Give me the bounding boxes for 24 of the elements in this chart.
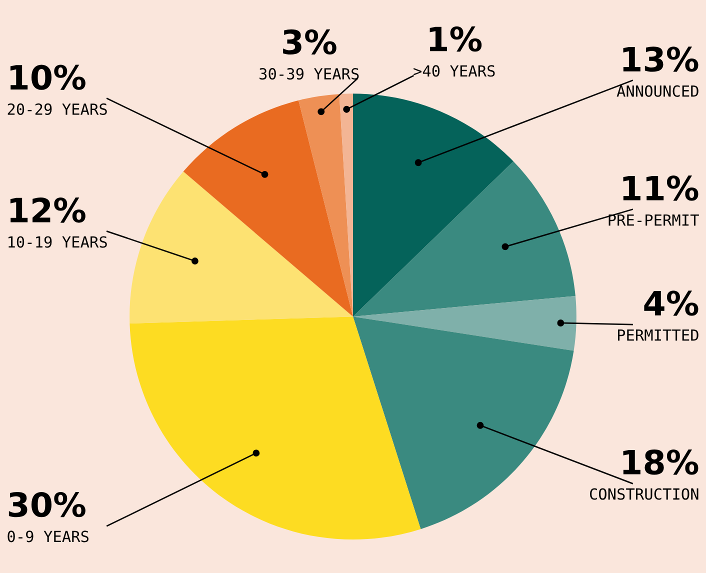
data-label: 13%	[623, 46, 698, 72]
data-label: 11%	[623, 176, 698, 201]
pie-slice	[183, 100, 353, 317]
slice-label: >40 YEARS	[414, 65, 495, 77]
pie-slice	[130, 316, 421, 540]
pie-slice	[353, 296, 576, 351]
data-label: 1%	[430, 26, 482, 52]
data-label: 18%	[623, 450, 698, 475]
data-label: 10%	[10, 64, 86, 90]
slice-label: 20-29 YEARS	[8, 103, 107, 115]
pie-slice	[130, 172, 353, 324]
pie-slice	[298, 94, 353, 317]
data-label: 12%	[10, 197, 86, 223]
slice-label: ANNOUNCED	[616, 85, 698, 97]
data-label: 4%	[644, 290, 698, 316]
data-label: 3%	[283, 29, 336, 55]
slice-label: PERMITTED	[618, 330, 698, 341]
pie-slice	[353, 94, 514, 317]
slice-label: 10-19 YEARS	[8, 236, 107, 248]
slice-label: PRE-PERMIT	[608, 214, 699, 226]
slice-label: CONSTRUCTION	[590, 488, 698, 500]
slice-label: 0-9 YEARS	[8, 530, 88, 542]
slice-label: 30-39 YEARS	[260, 68, 359, 80]
data-label: 30%	[8, 492, 86, 518]
